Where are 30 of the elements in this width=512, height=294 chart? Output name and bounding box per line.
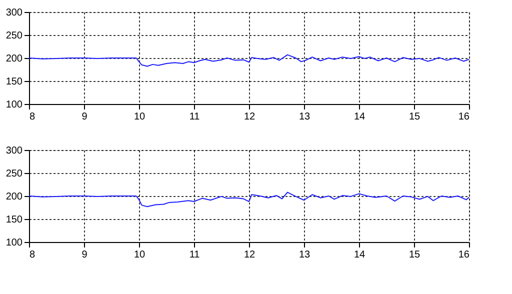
x-tick-label: 8: [30, 250, 36, 260]
y-tick-label: 100: [6, 238, 23, 248]
y-tick-label: 250: [6, 30, 23, 42]
x-tick-label: 10: [134, 112, 146, 122]
line-series: [28, 54, 470, 67]
x-tick-label: 10: [134, 250, 146, 260]
y-tick-label: 150: [6, 76, 23, 88]
y-tick-label: 250: [6, 168, 23, 180]
x-tick-label: 14: [354, 112, 366, 122]
y-tick-label: 200: [6, 192, 23, 202]
y-tick-label: 100: [6, 100, 23, 110]
x-tick-label: 12: [244, 112, 256, 122]
x-tick-label: 8: [30, 112, 36, 122]
x-tick-label: 9: [82, 250, 88, 260]
x-tick-label: 13: [298, 250, 310, 260]
x-tick-label: 9: [82, 112, 88, 122]
x-tick-label: 12: [244, 250, 256, 260]
x-tick-label: 16: [458, 112, 470, 122]
x-tick-label: 14: [354, 250, 366, 260]
y-tick-label: 300: [6, 8, 23, 18]
x-tick-label: 15: [408, 112, 420, 122]
x-tick-label: 16: [458, 250, 470, 260]
x-tick-label: 11: [189, 250, 200, 260]
y-tick-label: 150: [6, 214, 23, 226]
line-series: [28, 192, 470, 208]
x-tick-label: 11: [189, 112, 200, 122]
y-tick-label: 300: [6, 146, 23, 156]
x-tick-label: 15: [408, 250, 420, 260]
y-tick-label: 200: [6, 54, 23, 64]
x-tick-label: 13: [298, 112, 310, 122]
